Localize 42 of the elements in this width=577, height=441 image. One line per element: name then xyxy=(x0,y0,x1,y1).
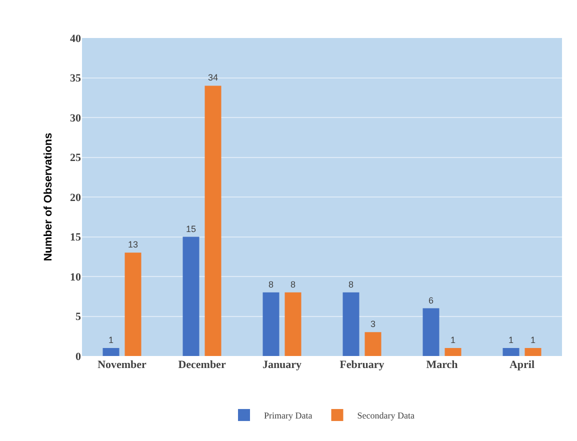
data-label: 34 xyxy=(208,72,218,83)
data-label: 3 xyxy=(370,319,376,330)
legend-label: Secondary Data xyxy=(357,410,414,421)
x-tick-label: April xyxy=(509,359,535,371)
bar xyxy=(444,348,462,356)
bar xyxy=(124,252,142,356)
bar xyxy=(524,348,542,356)
data-label: 8 xyxy=(348,279,354,290)
x-tick-label: February xyxy=(340,359,385,371)
y-tick-label: 15 xyxy=(70,232,82,244)
data-label: 15 xyxy=(186,224,196,234)
data-label: 6 xyxy=(428,295,434,306)
bar xyxy=(364,332,382,356)
bar xyxy=(182,236,200,356)
y-tick-label: 5 xyxy=(76,311,82,324)
bar xyxy=(422,308,440,356)
y-axis-title: Number of Observations xyxy=(42,132,55,262)
x-tick-label: December xyxy=(178,359,226,371)
bar xyxy=(102,348,120,356)
bar xyxy=(204,86,222,356)
y-tick-label: 40 xyxy=(70,32,82,45)
y-tick-label: 25 xyxy=(70,152,82,164)
data-label: 1 xyxy=(530,335,536,346)
y-tick-label: 30 xyxy=(70,112,82,124)
data-label: 8 xyxy=(290,279,296,290)
bar xyxy=(342,292,360,356)
x-tick-label: January xyxy=(262,359,302,371)
y-tick-label: 0 xyxy=(76,350,82,363)
bar xyxy=(502,348,520,356)
data-label: 1 xyxy=(450,335,456,346)
data-label: 8 xyxy=(268,279,274,290)
y-tick-label: 35 xyxy=(70,72,82,85)
y-tick-label: 10 xyxy=(70,271,82,284)
x-tick-label: March xyxy=(426,359,458,371)
bar xyxy=(284,292,302,356)
data-label: 13 xyxy=(128,240,138,250)
x-tick-label: November xyxy=(98,359,147,371)
y-tick-label: 20 xyxy=(70,192,82,204)
data-label: 1 xyxy=(108,335,114,346)
legend-label: Primary Data xyxy=(264,410,312,421)
bar xyxy=(262,292,280,356)
data-label: 1 xyxy=(508,335,514,346)
